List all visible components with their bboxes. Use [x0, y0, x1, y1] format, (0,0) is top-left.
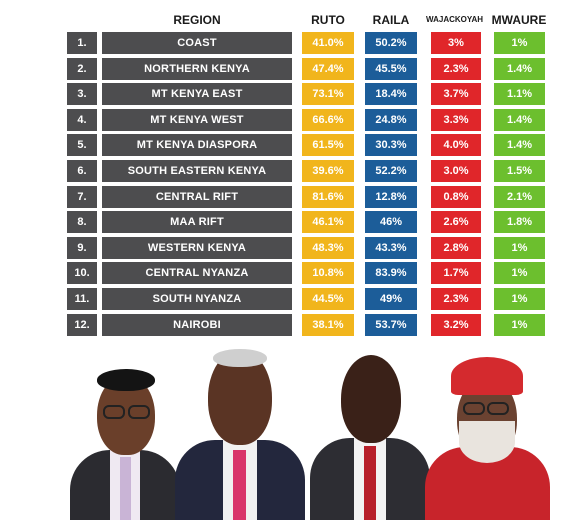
mwaure-value: 1% — [494, 313, 545, 336]
ruto-value: 10.8% — [302, 262, 354, 285]
mwaure-value: 1.4% — [494, 57, 545, 80]
ruto-value: 48.3% — [302, 236, 354, 259]
row-number: 11. — [67, 288, 97, 310]
table-row: 8. MAA RIFT 46.1% 46% 2.6% 1.8% — [0, 211, 581, 234]
header-ruto: RUTO — [311, 13, 345, 27]
row-number: 4. — [67, 108, 97, 131]
row-number: 12. — [67, 313, 97, 336]
ruto-value: 38.1% — [302, 313, 354, 336]
region-name: CENTRAL NYANZA — [102, 262, 292, 285]
raila-value: 45.5% — [365, 57, 417, 80]
region-name: NAIROBI — [102, 313, 292, 336]
mwaure-value: 1% — [494, 236, 545, 259]
ruto-value: 66.6% — [302, 108, 354, 131]
mwaure-value: 1% — [494, 262, 545, 285]
raila-value: 24.8% — [365, 108, 417, 131]
table-row: 7. CENTRAL RIFT 81.6% 12.8% 0.8% 2.1% — [0, 185, 581, 208]
table-row: 9. WESTERN KENYA 48.3% 43.3% 2.8% 1% — [0, 236, 581, 259]
wajackoyah-value: 2.8% — [431, 236, 481, 259]
mwaure-value: 1% — [494, 32, 545, 54]
row-number: 5. — [67, 134, 97, 157]
table-row: 4. MT KENYA WEST 66.6% 24.8% 3.3% 1.4% — [0, 108, 581, 131]
wajackoyah-value: 3.3% — [431, 108, 481, 131]
table-row: 5. MT KENYA DIASPORA 61.5% 30.3% 4.0% 1.4% — [0, 134, 581, 157]
candidate-photo-mwaure — [70, 365, 180, 520]
raila-value: 50.2% — [365, 32, 417, 54]
row-number: 10. — [67, 262, 97, 285]
wajackoyah-value: 3.0% — [431, 160, 481, 182]
ruto-value: 81.6% — [302, 185, 354, 208]
raila-value: 43.3% — [365, 236, 417, 259]
region-name: MT KENYA WEST — [102, 108, 292, 131]
header-wajackoyah: WAJACKOYAH — [426, 15, 484, 24]
row-number: 1. — [67, 32, 97, 54]
wajackoyah-value: 1.7% — [431, 262, 481, 285]
ruto-value: 47.4% — [302, 57, 354, 80]
region-name: SOUTH NYANZA — [102, 288, 292, 310]
table-row: 12. NAIROBI 38.1% 53.7% 3.2% 1% — [0, 313, 581, 336]
table-row: 3. MT KENYA EAST 73.1% 18.4% 3.7% 1.1% — [0, 83, 581, 106]
raila-value: 18.4% — [365, 83, 417, 106]
wajackoyah-value: 3.2% — [431, 313, 481, 336]
wajackoyah-value: 4.0% — [431, 134, 481, 157]
mwaure-value: 2.1% — [494, 185, 545, 208]
region-name: CENTRAL RIFT — [102, 185, 292, 208]
wajackoyah-value: 3% — [431, 32, 481, 54]
table-row: 11. SOUTH NYANZA 44.5% 49% 2.3% 1% — [0, 288, 581, 310]
ruto-value: 73.1% — [302, 83, 354, 106]
ruto-value: 41.0% — [302, 32, 354, 54]
header-mwaure: MWAURE — [491, 13, 547, 27]
mwaure-value: 1.4% — [494, 108, 545, 131]
raila-value: 53.7% — [365, 313, 417, 336]
row-number: 2. — [67, 57, 97, 80]
ruto-value: 46.1% — [302, 211, 354, 234]
table-row: 2. NORTHERN KENYA 47.4% 45.5% 2.3% 1.4% — [0, 57, 581, 80]
mwaure-value: 1% — [494, 288, 545, 310]
mwaure-value: 1.5% — [494, 160, 545, 182]
table-row: 6. SOUTH EASTERN KENYA 39.6% 52.2% 3.0% 1.5% — [0, 160, 581, 182]
region-name: MAA RIFT — [102, 211, 292, 234]
raila-value: 46% — [365, 211, 417, 234]
candidate-photo-wajackoyah — [425, 355, 550, 520]
wajackoyah-value: 2.3% — [431, 57, 481, 80]
row-number: 3. — [67, 83, 97, 106]
wajackoyah-value: 3.7% — [431, 83, 481, 106]
wajackoyah-value: 2.3% — [431, 288, 481, 310]
row-number: 8. — [67, 211, 97, 234]
raila-value: 52.2% — [365, 160, 417, 182]
table-row: 1. COAST 41.0% 50.2% 3% 1% — [0, 32, 581, 54]
raila-value: 12.8% — [365, 185, 417, 208]
region-name: MT KENYA DIASPORA — [102, 134, 292, 157]
row-number: 9. — [67, 236, 97, 259]
header-raila: RAILA — [372, 13, 410, 27]
candidates-photo — [60, 345, 560, 520]
raila-value: 83.9% — [365, 262, 417, 285]
ruto-value: 44.5% — [302, 288, 354, 310]
header-region: REGION — [173, 13, 221, 27]
table-row: 10. CENTRAL NYANZA 10.8% 83.9% 1.7% 1% — [0, 262, 581, 285]
row-number: 7. — [67, 185, 97, 208]
region-name: COAST — [102, 32, 292, 54]
mwaure-value: 1.4% — [494, 134, 545, 157]
ruto-value: 39.6% — [302, 160, 354, 182]
ruto-value: 61.5% — [302, 134, 354, 157]
mwaure-value: 1.8% — [494, 211, 545, 234]
region-name: SOUTH EASTERN KENYA — [102, 160, 292, 182]
wajackoyah-value: 2.6% — [431, 211, 481, 234]
row-number: 6. — [67, 160, 97, 182]
raila-value: 30.3% — [365, 134, 417, 157]
region-name: MT KENYA EAST — [102, 83, 292, 106]
raila-value: 49% — [365, 288, 417, 310]
mwaure-value: 1.1% — [494, 83, 545, 106]
candidate-photo-ruto — [310, 350, 430, 520]
wajackoyah-value: 0.8% — [431, 185, 481, 208]
region-name: WESTERN KENYA — [102, 236, 292, 259]
candidate-photo-raila — [175, 345, 305, 520]
table-header: REGION RUTO RAILA WAJACKOYAH MWAURE — [0, 10, 581, 30]
region-name: NORTHERN KENYA — [102, 57, 292, 80]
